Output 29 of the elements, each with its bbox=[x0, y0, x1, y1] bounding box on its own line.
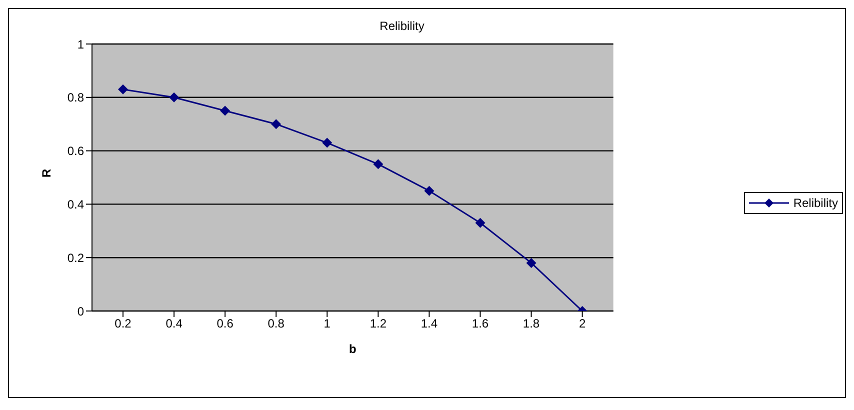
point bbox=[322, 138, 332, 148]
y-axis-title: R bbox=[39, 168, 54, 178]
y-tick-label: 0.8 bbox=[67, 90, 84, 105]
x-tick-label: 1.4 bbox=[420, 316, 438, 331]
x-tick-label: 1.8 bbox=[522, 316, 540, 331]
x-axis-title: b bbox=[348, 342, 356, 356]
x-tick-label: 1.2 bbox=[370, 316, 387, 331]
x-tick-label: 0.4 bbox=[166, 316, 183, 331]
x-tick-label: 1 bbox=[324, 316, 331, 331]
y-tick-label: 1 bbox=[77, 37, 84, 52]
x-tick-label: 0.8 bbox=[268, 316, 285, 331]
point bbox=[424, 186, 434, 196]
point bbox=[475, 218, 486, 228]
legend-label: Relibility bbox=[793, 196, 838, 210]
x-tick-label: 0.6 bbox=[216, 316, 234, 331]
point bbox=[118, 84, 128, 94]
chart-title: Relibility bbox=[378, 19, 426, 33]
y-tick-label: 0.4 bbox=[67, 197, 84, 212]
point bbox=[271, 119, 282, 130]
x-tick-label: 1.6 bbox=[472, 316, 489, 331]
y-tick-label: 0.6 bbox=[67, 144, 84, 158]
point bbox=[169, 92, 180, 102]
point bbox=[526, 258, 536, 268]
y-tick-label: 0.2 bbox=[67, 250, 84, 265]
x-tick-label: 2 bbox=[578, 316, 586, 331]
point bbox=[373, 159, 384, 170]
y-tick-label: 0 bbox=[77, 304, 84, 318]
point bbox=[220, 106, 230, 116]
x-tick-label: 0.2 bbox=[114, 316, 132, 331]
